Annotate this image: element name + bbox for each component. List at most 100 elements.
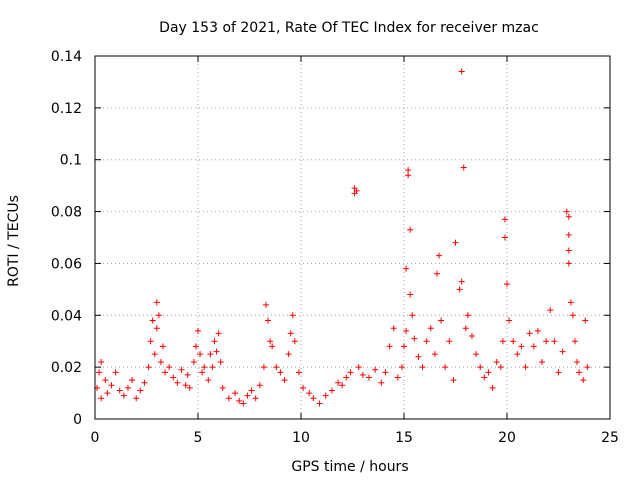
data-point [436, 252, 443, 259]
data-point [372, 366, 379, 373]
data-point [339, 382, 346, 389]
data-point [116, 387, 123, 394]
data-point [269, 343, 276, 350]
y-tick-label: 0.06 [51, 256, 82, 272]
x-tick-label: 20 [498, 430, 516, 446]
data-point [522, 364, 529, 371]
data-point [112, 369, 119, 376]
data-points [94, 68, 591, 407]
data-point [499, 338, 506, 345]
data-point [159, 343, 166, 350]
x-tick-labels: 0 5 10 15 20 25 [91, 430, 619, 446]
data-point [438, 317, 445, 324]
data-point [407, 291, 414, 298]
data-point [551, 338, 558, 345]
data-point [306, 390, 313, 397]
data-point [506, 317, 513, 324]
data-point [398, 364, 405, 371]
data-point [473, 351, 480, 358]
data-point [407, 226, 414, 233]
data-point [355, 364, 362, 371]
data-point [569, 312, 576, 319]
data-point [170, 374, 177, 381]
data-point [543, 338, 550, 345]
data-point [153, 325, 160, 332]
data-point [427, 325, 434, 332]
x-tick-label: 0 [91, 430, 100, 446]
data-point [409, 312, 416, 319]
data-point [582, 317, 589, 324]
data-point [518, 343, 525, 350]
data-point [462, 325, 469, 332]
data-point [501, 216, 508, 223]
data-point [157, 358, 164, 365]
data-point [559, 348, 566, 355]
data-point [213, 348, 220, 355]
data-point [147, 338, 154, 345]
data-point [236, 397, 243, 404]
data-point [287, 330, 294, 337]
data-point [211, 338, 218, 345]
data-point [580, 377, 587, 384]
data-point [197, 351, 204, 358]
data-point [382, 369, 389, 376]
data-point [267, 338, 274, 345]
data-point [415, 353, 422, 360]
data-point [289, 312, 296, 319]
data-point [335, 379, 342, 386]
x-tick-label: 15 [395, 430, 413, 446]
data-point [452, 239, 459, 246]
data-point [489, 384, 496, 391]
data-point [565, 213, 572, 220]
data-point [431, 351, 438, 358]
data-point [205, 377, 212, 384]
data-point [240, 400, 247, 407]
data-point [217, 358, 224, 365]
data-point [497, 364, 504, 371]
data-point [458, 278, 465, 285]
data-point [504, 281, 510, 288]
data-point [405, 167, 412, 174]
data-point [120, 392, 127, 399]
y-tick-label: 0.14 [51, 49, 82, 65]
grid-lines [95, 56, 610, 419]
data-point [458, 68, 465, 75]
data-point [394, 374, 401, 381]
data-point [328, 387, 335, 394]
data-point [149, 317, 156, 324]
data-point [510, 338, 517, 345]
data-point [565, 231, 572, 238]
data-point [145, 364, 152, 371]
data-point [215, 330, 222, 337]
data-point [567, 299, 574, 306]
data-point [153, 299, 160, 306]
data-point [347, 369, 354, 376]
data-point [316, 400, 323, 407]
y-axis-label: ROTI / TECUs [6, 195, 22, 287]
data-point [343, 374, 350, 381]
data-point [477, 364, 484, 371]
y-tick-labels: 0 0.02 0.04 0.06 0.08 0.1 0.12 0.14 [51, 49, 82, 428]
data-point [182, 382, 189, 389]
data-point [151, 351, 158, 358]
data-point [403, 327, 410, 334]
data-point [565, 260, 572, 267]
data-point [166, 364, 173, 371]
data-point [460, 164, 467, 171]
data-point [133, 395, 140, 402]
data-point [155, 312, 162, 319]
data-point [273, 364, 280, 371]
x-tick-label: 5 [194, 430, 203, 446]
data-point [184, 371, 191, 378]
y-tick-label: 0.04 [51, 308, 82, 324]
data-point [207, 351, 214, 358]
data-point [433, 270, 440, 277]
data-point [411, 335, 418, 342]
data-point [102, 377, 109, 384]
data-point [405, 172, 412, 179]
y-tick-label: 0.08 [51, 205, 82, 221]
chart-title: Day 153 of 2021, Rate Of TEC Index for r… [159, 20, 539, 36]
data-point [464, 312, 471, 319]
data-point [403, 265, 410, 272]
